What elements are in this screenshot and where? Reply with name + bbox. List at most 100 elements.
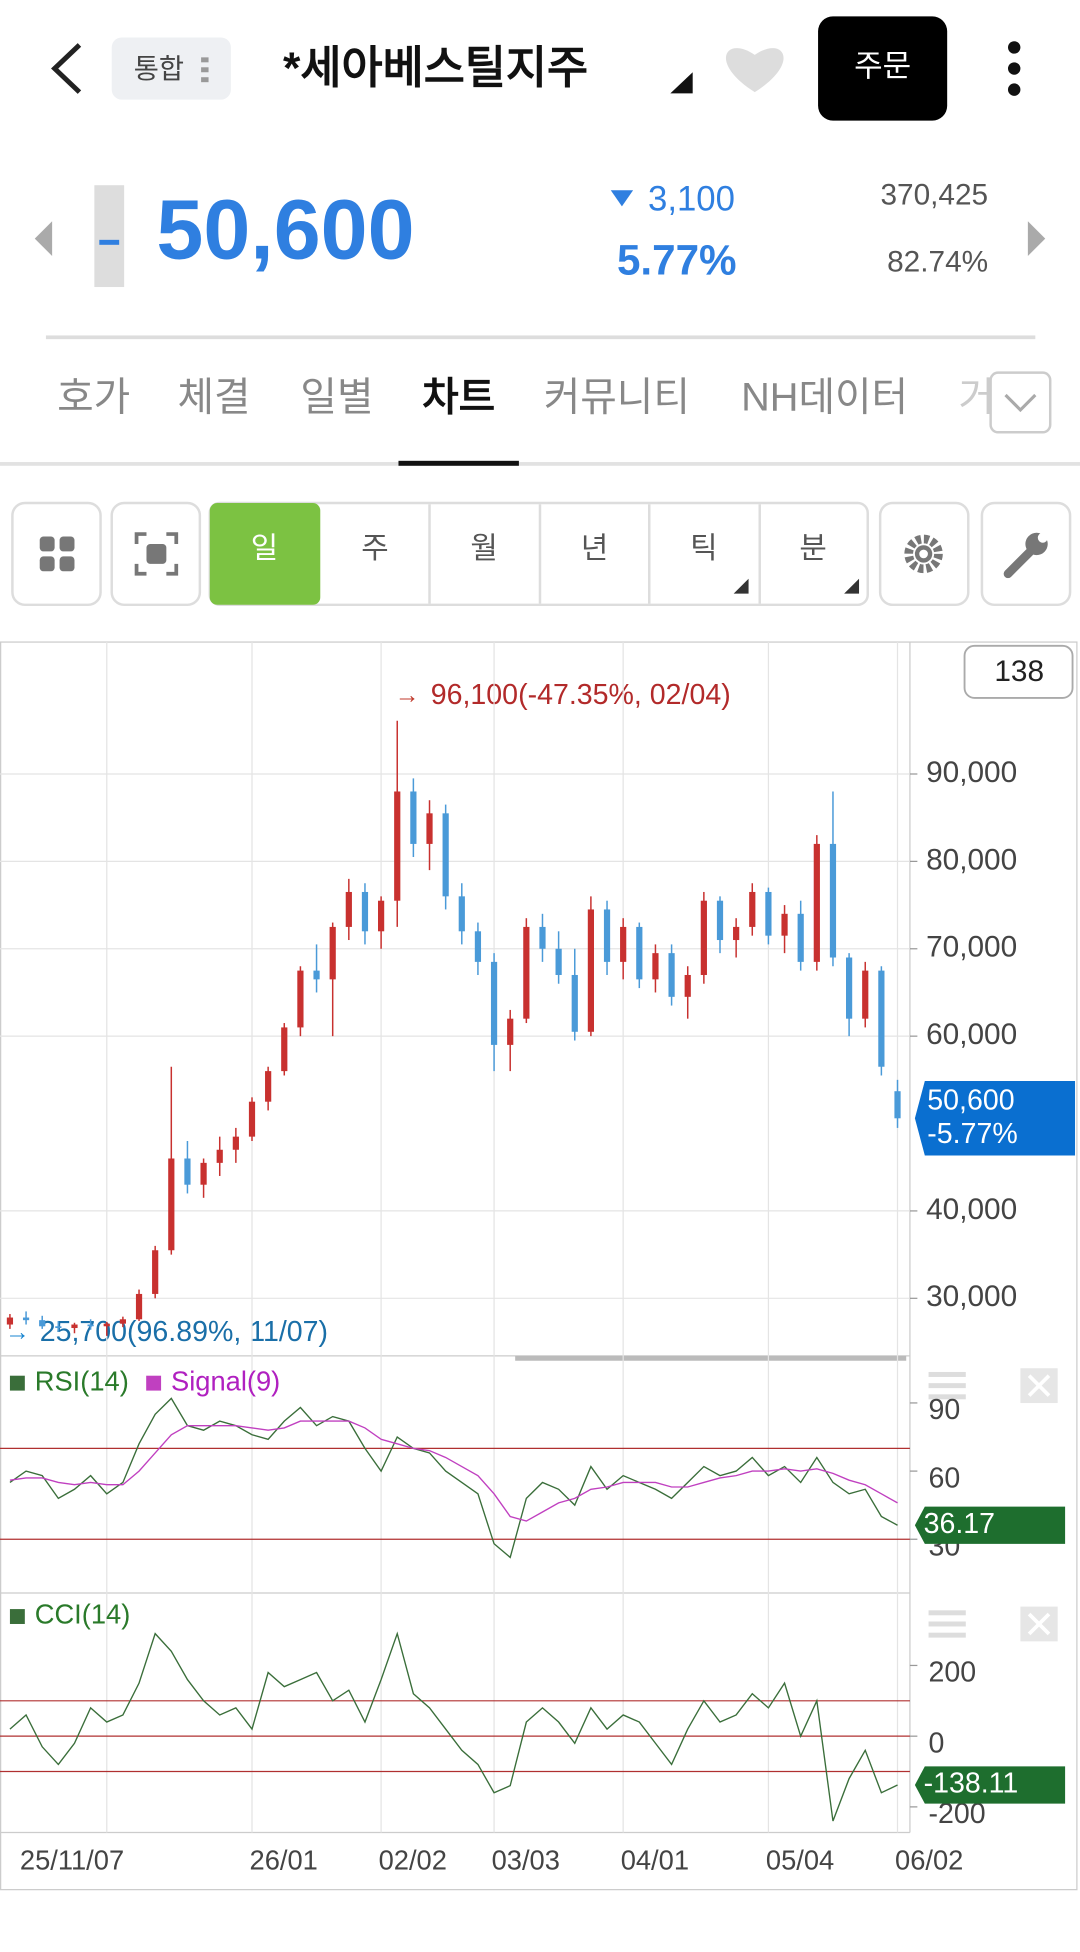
icon	[928, 1371, 966, 1377]
chart-frame	[0, 641, 1078, 1891]
price-change: 3,100	[648, 181, 735, 219]
icon	[928, 1394, 966, 1400]
candle-body	[378, 900, 385, 932]
icon	[1037, 532, 1048, 543]
candle-body	[620, 926, 627, 962]
tab-active[interactable]: 차트	[422, 375, 495, 419]
x-tick-label: 05/04	[766, 1845, 834, 1876]
candle-body	[200, 1162, 207, 1185]
candle-body	[555, 948, 562, 975]
y-tick-label: 0	[929, 1727, 945, 1759]
prev-stock[interactable]	[34, 221, 53, 256]
layout-button[interactable]	[11, 501, 102, 607]
candle-body	[345, 891, 352, 927]
period-button[interactable]: 년	[581, 532, 608, 565]
candle-body	[878, 970, 885, 1067]
candle-body	[6, 1317, 14, 1325]
icon	[919, 549, 928, 559]
candle-body	[265, 1071, 272, 1102]
period-button[interactable]: 일	[251, 532, 278, 565]
candle-body	[587, 909, 594, 1032]
indicator-line	[9, 1397, 898, 1559]
last-value-box	[914, 1506, 1066, 1544]
tab[interactable]: 호가	[57, 375, 130, 419]
menu-button[interactable]	[1008, 41, 1021, 54]
tag-icon	[201, 57, 209, 63]
high-arrow: →	[395, 682, 420, 709]
candle-body	[426, 813, 433, 844]
last-change: -5.77%	[927, 1118, 1017, 1150]
candle-body	[135, 1293, 143, 1320]
candle-body	[700, 900, 707, 975]
y-tick-label: 30,000	[926, 1280, 1017, 1313]
candle-body	[22, 1317, 30, 1321]
next-stock[interactable]	[1027, 221, 1046, 256]
candle-body	[39, 1320, 46, 1327]
y-tick-label: 60,000	[926, 1018, 1017, 1051]
candle-body	[684, 974, 691, 997]
change-rate: 5.77%	[617, 237, 737, 284]
plot: 25/11/07 26/01 02/02 03/03 04/01 05/04 06/02 30…	[0, 642, 1076, 1876]
candle-body	[523, 926, 530, 1019]
tab[interactable]: 커뮤니티	[544, 375, 690, 419]
candle-body	[458, 896, 465, 932]
candle-body	[716, 900, 724, 941]
visible-count: 138	[994, 655, 1044, 688]
indicator-line	[9, 1420, 898, 1522]
candle-body	[474, 931, 482, 962]
high-annotation: 96,100(-47.35%, 02/04)	[431, 679, 731, 711]
candle-body	[410, 791, 417, 844]
candle-body	[184, 1158, 191, 1185]
icon	[59, 536, 75, 552]
volume: 370,425	[880, 178, 988, 211]
period-button[interactable]: 주	[361, 532, 388, 565]
icon	[39, 536, 55, 552]
market-tag[interactable]	[111, 37, 231, 100]
tab-underline	[398, 460, 519, 466]
tab-more[interactable]	[989, 371, 1052, 434]
legend-label: CCI(14)	[35, 1599, 131, 1630]
tab[interactable]: 거	[958, 375, 995, 419]
candle-body	[361, 891, 369, 932]
candle-body	[313, 970, 320, 980]
period-button[interactable]: 월	[470, 532, 497, 565]
last-value-box	[914, 1766, 1066, 1804]
indicator-line	[9, 1631, 898, 1822]
tag-icon	[201, 67, 209, 73]
period-button[interactable]: 분	[799, 532, 826, 565]
candle-body	[668, 953, 675, 997]
favorite-button[interactable]	[725, 48, 784, 93]
icon	[904, 534, 943, 574]
candle-body	[603, 909, 611, 962]
icon	[928, 1383, 966, 1389]
candle-body	[781, 913, 788, 936]
candle-body	[329, 926, 336, 980]
y-tick-label: 80,000	[926, 843, 1017, 876]
back-button[interactable]	[51, 43, 82, 94]
x-tick-label: 03/03	[492, 1845, 560, 1876]
icon	[1003, 547, 1035, 579]
order-button[interactable]	[818, 16, 948, 121]
order-button-text: 주문	[854, 49, 911, 84]
tab[interactable]: 체결	[178, 375, 251, 419]
icon	[928, 1610, 966, 1616]
submenu-indicator	[844, 578, 860, 594]
y-tick-label: 70,000	[926, 931, 1017, 964]
stock-title[interactable]: *세아베스틸지주	[283, 44, 588, 93]
period-button[interactable]: 틱	[690, 532, 717, 565]
candle-body	[507, 1018, 514, 1045]
icon	[1027, 1374, 1051, 1397]
tab-more-icon	[1004, 393, 1037, 413]
title-dropdown[interactable]	[670, 72, 693, 94]
tab[interactable]: 일별	[300, 375, 373, 419]
icon	[146, 543, 167, 564]
market-tag-text: 통합	[134, 53, 184, 84]
candle-body	[894, 1091, 901, 1119]
tab[interactable]: NH데이터	[741, 375, 908, 419]
low-annotation: 25,700(96.89%, 11/07)	[40, 1316, 328, 1348]
down-indicator	[610, 190, 634, 207]
candle-body	[152, 1250, 159, 1294]
candle-body	[813, 843, 820, 962]
candle-body	[119, 1319, 126, 1324]
candle-body	[571, 974, 578, 1032]
